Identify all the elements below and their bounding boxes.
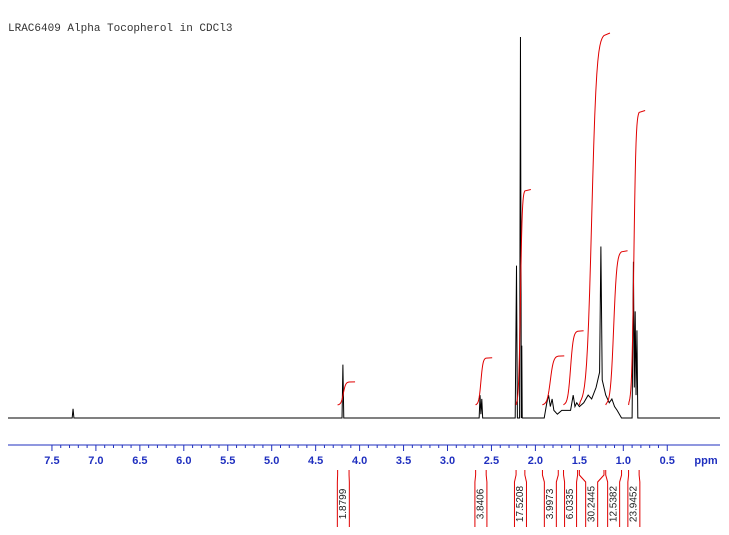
x-tick-label: 6.0: [176, 455, 191, 467]
integral-curve: [337, 381, 356, 406]
integral-label: 3.8406: [476, 488, 487, 519]
x-tick-label: 4.5: [308, 455, 323, 467]
spectrum-line: [8, 36, 720, 419]
integral-bracket: [605, 470, 623, 527]
integral-label: 30.2445: [586, 485, 597, 522]
integral-bracket: [336, 470, 350, 527]
integral-label: 6.0335: [565, 488, 576, 519]
x-tick-label: 1.0: [616, 455, 631, 467]
x-tick-label: 6.5: [132, 455, 147, 467]
x-tick-label: 7.0: [88, 455, 103, 467]
x-tick-label: 5.5: [220, 455, 235, 467]
x-tick-label: 0.5: [660, 455, 675, 467]
x-tick-label: 3.0: [440, 455, 455, 467]
integral-label: 17.5208: [515, 485, 526, 522]
integral-bracket: [474, 470, 488, 527]
integral-curve: [563, 330, 584, 406]
x-tick-label: 3.5: [396, 455, 411, 467]
integral-curve: [578, 32, 611, 406]
x-tick-label: 1.5: [572, 455, 587, 467]
integral-bracket: [541, 470, 559, 527]
integral-label: 1.8799: [338, 488, 349, 519]
x-tick-label: 2.5: [484, 455, 499, 467]
x-axis-label: ppm: [694, 455, 717, 467]
chart-title: LRAC6409 Alpha Tocopherol in CDCl3: [8, 23, 232, 35]
x-tick-label: 4.0: [352, 455, 367, 467]
integral-label: 12.5382: [608, 485, 619, 522]
integral-bracket: [578, 470, 605, 527]
integral-curve: [515, 189, 531, 406]
integral-curve: [542, 355, 565, 406]
integral-curve: [605, 250, 628, 406]
integral-curve: [628, 109, 646, 406]
x-tick-label: 5.0: [264, 455, 279, 467]
integral-bracket: [563, 470, 579, 527]
integral-bracket: [513, 470, 527, 527]
integral-bracket: [627, 470, 641, 527]
x-tick-label: 2.0: [528, 455, 543, 467]
integral-curve: [475, 357, 493, 406]
integral-label: 23.9452: [628, 485, 639, 522]
integral-label: 3.9973: [545, 488, 556, 519]
x-tick-label: 7.5: [44, 455, 59, 467]
